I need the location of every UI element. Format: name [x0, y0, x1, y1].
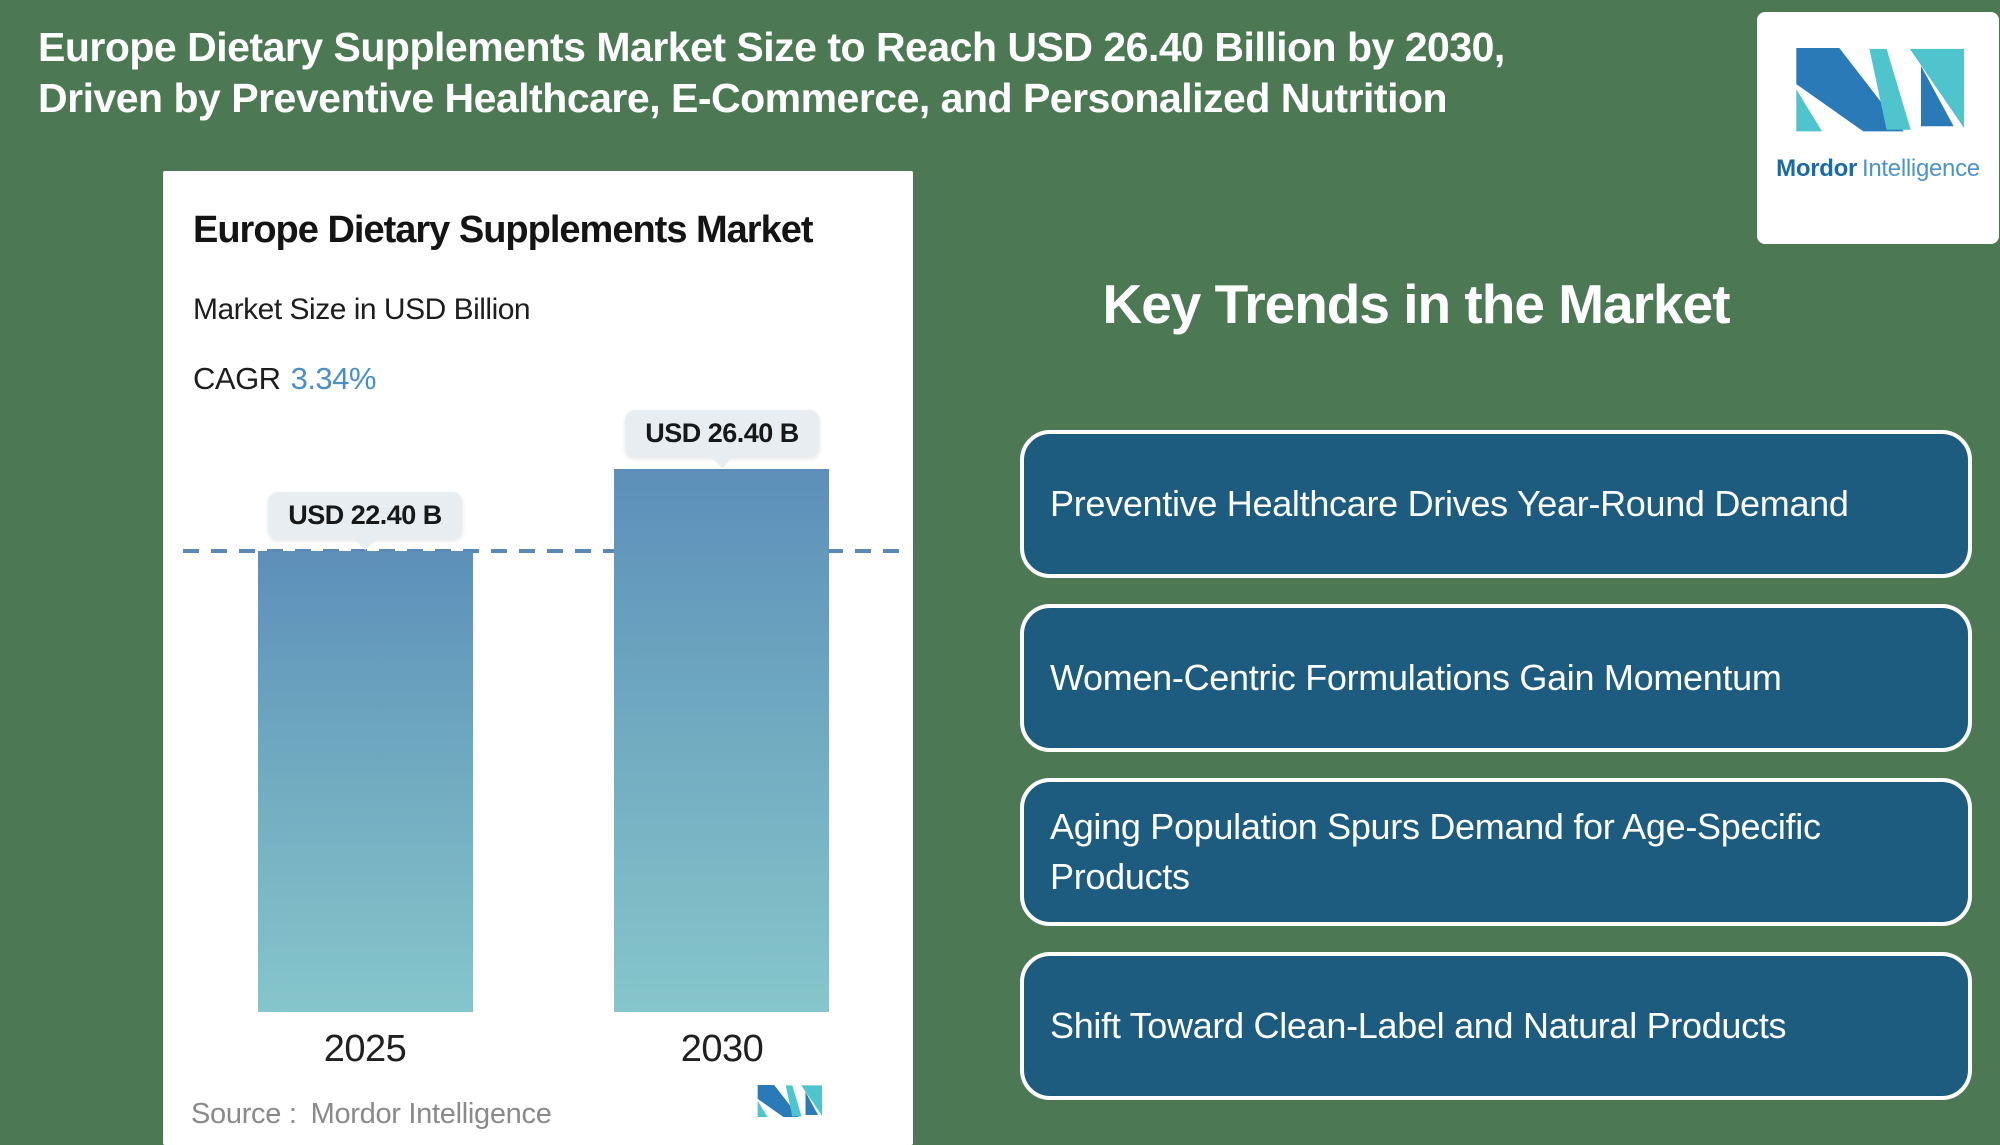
source-value: Mordor Intelligence: [310, 1098, 552, 1130]
bar-value-label-2025: USD 22.40 B: [268, 492, 462, 539]
chart-cagr: CAGR 3.34%: [193, 361, 376, 397]
brand-logo-box: Mordor Intelligence: [1757, 12, 1999, 244]
bar-2025: [258, 551, 473, 1012]
page-title-line2: Driven by Preventive Healthcare, E-Comme…: [38, 74, 1448, 121]
source-attribution: Source : Mordor Intelligence: [191, 1098, 552, 1131]
key-trends-heading: Key Trends in the Market: [1102, 273, 1730, 335]
market-chart-card: Europe Dietary Supplements Market Market…: [163, 171, 913, 1145]
brand-name-light: Intelligence: [1862, 155, 1980, 182]
callout-pointer-icon: [352, 538, 377, 550]
bar-2030: [614, 469, 829, 1012]
trend-card-aging-population: Aging Population Spurs Demand for Age-Sp…: [1020, 778, 1972, 926]
brand-wordmark: Mordor Intelligence: [1776, 155, 1980, 183]
bar-value-label-2030: USD 26.40 B: [625, 410, 819, 457]
trend-card-preventive-healthcare: Preventive Healthcare Drives Year-Round …: [1020, 430, 1972, 578]
cagr-label: CAGR: [193, 361, 281, 396]
cagr-value: 3.34%: [290, 361, 377, 396]
source-label: Source :: [191, 1098, 297, 1130]
trend-card-women-centric: Women-Centric Formulations Gain Momentum: [1020, 604, 1972, 752]
trend-card-label: Aging Population Spurs Demand for Age-Sp…: [1050, 806, 1821, 897]
chart-subtitle: Market Size in USD Billion: [193, 293, 531, 326]
page-title: Europe Dietary Supplements Market Size t…: [38, 22, 1698, 124]
reference-dashed-line: [183, 549, 905, 553]
trend-card-label: Women-Centric Formulations Gain Momentum: [1050, 657, 1782, 699]
trend-card-label: Shift Toward Clean-Label and Natural Pro…: [1050, 1005, 1787, 1047]
page-title-line1: Europe Dietary Supplements Market Size t…: [38, 24, 1505, 70]
mordor-intelligence-logo-icon: [1792, 48, 1964, 139]
trend-card-clean-label: Shift Toward Clean-Label and Natural Pro…: [1020, 952, 1972, 1100]
x-axis-label-2025: 2025: [323, 1028, 407, 1070]
bar-value-callout-2025: USD 22.40 B: [268, 492, 462, 550]
bar-chart-plot: USD 22.40 B USD 26.40 B 2025 2030: [163, 171, 913, 1145]
trend-card-label: Preventive Healthcare Drives Year-Round …: [1050, 483, 1849, 525]
x-axis-label-2030: 2030: [680, 1028, 764, 1070]
mordor-intelligence-mini-logo-icon: [756, 1085, 822, 1123]
brand-name-bold: Mordor: [1776, 155, 1858, 182]
chart-title: Europe Dietary Supplements Market: [193, 209, 814, 251]
bar-value-callout-2030: USD 26.40 B: [625, 410, 819, 468]
key-trends-list: Preventive Healthcare Drives Year-Round …: [1020, 430, 1972, 1126]
callout-pointer-icon: [709, 456, 734, 468]
